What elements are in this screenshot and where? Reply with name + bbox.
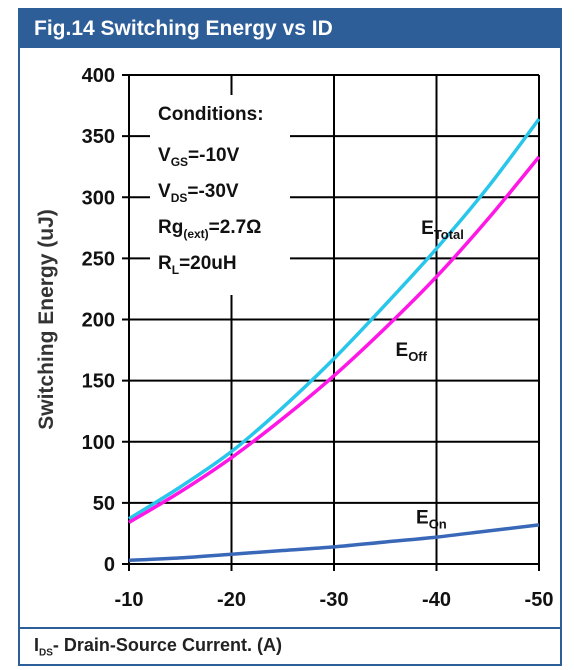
y-tick-label: 400	[82, 65, 115, 87]
y-tick-label: 150	[82, 371, 115, 393]
series-line-total	[128, 117, 541, 521]
condition-line: RL=20uH	[158, 253, 237, 277]
footer-separator	[20, 627, 560, 629]
x-tick-label: -50	[525, 589, 554, 611]
y-tick-label: 350	[82, 126, 115, 148]
condition-line: Rg(ext)=2.7Ω	[158, 217, 261, 241]
conditions-heading: Conditions:	[158, 104, 264, 125]
x-tick-label: -20	[217, 589, 246, 611]
y-tick-label: 50	[93, 493, 115, 515]
series-label-off: EOff	[396, 340, 428, 364]
x-tick-label: -10	[115, 589, 144, 611]
x-axis-label-sub: DS	[39, 647, 53, 659]
figure-title: Fig.14 Switching Energy vs ID	[20, 10, 560, 48]
condition-line: VGS=-10V	[158, 145, 240, 169]
x-tick-label: -30	[320, 589, 349, 611]
y-axis-label: Switching Energy (uJ)	[35, 209, 58, 430]
y-tick-label: 250	[82, 248, 115, 270]
x-axis-label: IDS- Drain-Source Current. (A)	[34, 635, 282, 659]
series-line-on	[128, 523, 540, 563]
x-axis-label-main: I	[34, 635, 40, 655]
series-label-on: EOn	[416, 508, 447, 532]
conditions-box	[150, 95, 290, 295]
x-tick-label: -40	[422, 589, 451, 611]
series-line-off	[128, 155, 541, 524]
y-tick-label: 200	[82, 310, 115, 332]
y-tick-label: 0	[104, 554, 115, 576]
series-label-total: ETotal	[421, 218, 464, 242]
condition-line: VDS=-30V	[158, 181, 239, 205]
y-tick-label: 100	[82, 432, 115, 454]
y-tick-label: 300	[82, 187, 115, 209]
x-axis-label-rest: - Drain-Source Current. (A)	[52, 635, 282, 655]
